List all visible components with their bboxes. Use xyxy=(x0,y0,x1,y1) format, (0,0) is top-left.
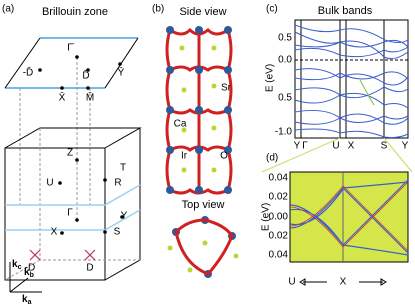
k-point-label: M̄ xyxy=(86,91,94,104)
k-point-label: R xyxy=(114,178,121,189)
axis-title: E (eV) xyxy=(265,64,276,92)
k-point-label: X xyxy=(51,227,58,238)
panel-tag: (d) xyxy=(266,153,278,164)
x-tick-label: Y xyxy=(402,141,409,152)
panel-title: Bulk bands xyxy=(318,5,373,17)
y-tick-label: 0.00 xyxy=(269,212,289,223)
y-tick-label: 0.04 xyxy=(269,173,289,184)
atom-label: Ir xyxy=(181,151,188,162)
k-point-label: X̄ xyxy=(59,91,66,104)
k-point-label: Y xyxy=(121,211,128,222)
panel-title: Top view xyxy=(182,199,225,211)
x-tick-label: Y xyxy=(294,141,301,152)
atom-label: O xyxy=(220,151,228,162)
k-point-label: -D xyxy=(25,263,36,274)
panel-tag: (b) xyxy=(152,4,164,15)
atom-label: Ca xyxy=(174,119,187,130)
bulk-bands xyxy=(261,19,413,173)
x-tick-label: U xyxy=(332,141,339,152)
y-tick-label: 0.0 xyxy=(278,55,292,66)
x-tick-label: X xyxy=(340,277,347,288)
y-tick-label: 0.04 xyxy=(269,250,289,261)
x-tick-label: S xyxy=(381,141,388,152)
k-point-label: Γ xyxy=(67,208,73,219)
k-point-label: U xyxy=(46,178,53,189)
axis-title: E (eV) xyxy=(261,203,272,231)
k-point-label: D̄ xyxy=(82,69,89,82)
k-point-label: Z xyxy=(67,148,73,159)
brillouin-zone xyxy=(4,37,142,293)
panel-tag: (c) xyxy=(266,4,278,15)
zoom-bands xyxy=(289,171,409,286)
k-point-label: T xyxy=(120,163,126,174)
panel-tag: (a) xyxy=(2,4,14,15)
panel-title: Side view xyxy=(179,6,226,18)
k-point-label: D xyxy=(86,263,93,274)
panel-title: Brillouin zone xyxy=(42,6,108,18)
y-tick-label: 0.5 xyxy=(278,93,292,104)
y-tick-label: -1.0 xyxy=(275,127,293,138)
crystal-structure xyxy=(165,26,239,278)
k-point-label: Ȳ xyxy=(118,67,125,79)
axis-label: ka xyxy=(22,294,32,304)
y-tick-label: 0.02 xyxy=(269,231,289,242)
x-tick-label: X xyxy=(348,141,355,152)
axis-label: kb xyxy=(24,267,34,279)
y-tick-label: 0.5 xyxy=(278,33,292,44)
x-tick-label: Γ xyxy=(302,141,308,152)
atom-label: Sr xyxy=(221,83,232,94)
x-tick-label: U xyxy=(288,277,295,288)
k-point-label: -D̄ xyxy=(23,66,34,79)
y-tick-label: 0.02 xyxy=(269,192,289,203)
k-point-label: Γ̄ xyxy=(67,43,75,54)
axis-label: kc xyxy=(12,259,22,271)
k-point-label: S xyxy=(114,227,121,238)
